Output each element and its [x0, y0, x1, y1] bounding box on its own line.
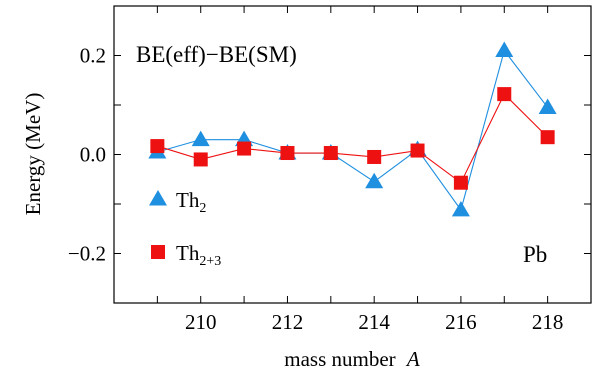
legend-label-th23: Th2+3 [176, 241, 221, 269]
data-point-th2 [538, 98, 557, 114]
y-tick-label: 0.0 [80, 143, 106, 167]
data-point-th23 [150, 139, 165, 154]
data-point-th23 [497, 87, 512, 102]
x-tick-label: 212 [272, 310, 304, 334]
y-axis-label: Energy (MeV) [21, 93, 45, 216]
x-axis-label-text: mass number [284, 347, 395, 371]
y-tick-label: 0.2 [80, 44, 106, 68]
legend-label-th2: Th2 [176, 188, 206, 216]
y-tick-label: −0.2 [68, 242, 106, 266]
data-point-th23 [540, 130, 555, 145]
x-tick-label: 216 [445, 310, 477, 334]
x-tick-label: 218 [532, 310, 564, 334]
x-axis-label: mass number A [284, 347, 420, 371]
data-point-th23 [453, 175, 468, 190]
x-tick-label: 214 [358, 310, 390, 334]
data-point-th23 [237, 141, 252, 156]
x-tick-label: 210 [185, 310, 217, 334]
annotation-text: BE(eff)−BE(SM) [136, 42, 297, 67]
data-point-th2 [451, 200, 470, 217]
data-point-th2 [191, 130, 210, 147]
series-layer [148, 41, 557, 217]
axis-ticks [113, 5, 592, 304]
legend-label-sub: 2 [199, 201, 206, 216]
legend-label-base: Th [176, 241, 200, 265]
data-point-th23 [410, 143, 425, 158]
legend-label-base: Th [176, 188, 200, 212]
data-point-th2 [365, 172, 384, 189]
tick-labels: 210 212 214 216 218 −0.2 0.0 0.2 [68, 44, 563, 335]
x-axis-label-var: A [405, 347, 420, 371]
legend-marker-th23 [151, 245, 165, 259]
data-point-th23 [193, 152, 208, 167]
legend-marker-th2 [149, 190, 167, 206]
data-point-th23 [323, 146, 338, 161]
series-line-th2 [157, 49, 549, 212]
data-point-th2 [495, 41, 514, 58]
data-point-th23 [280, 146, 295, 161]
series-line-th23 [157, 93, 549, 184]
element-label: Pb [523, 242, 547, 267]
legend-label-sub: 2+3 [199, 254, 221, 269]
data-point-th23 [367, 149, 382, 164]
